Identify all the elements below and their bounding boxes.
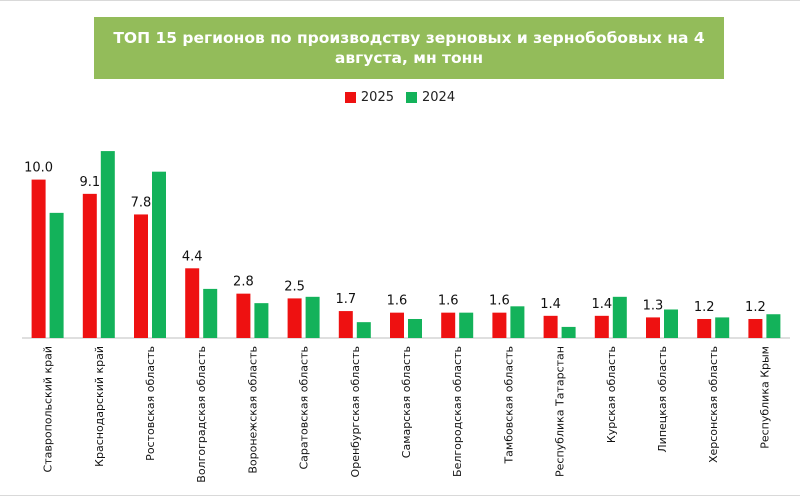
category-label-10: Республика Татарстан <box>554 346 567 477</box>
data-label-2025-10: 1.4 <box>540 297 561 312</box>
bar-2025-3 <box>185 268 200 338</box>
legend-label-2025: 2025 <box>360 90 394 105</box>
category-label-11: Курская область <box>605 346 618 443</box>
bar-2024-4 <box>254 303 269 338</box>
chart-legend: 2025 2024 <box>0 90 800 105</box>
category-label-12: Липецкая область <box>656 346 669 453</box>
bar-2025-4 <box>236 293 251 338</box>
data-label-2025-7: 1.6 <box>387 294 408 309</box>
data-label-2025-13: 1.2 <box>694 300 715 315</box>
bar-2025-14 <box>748 318 763 338</box>
category-label-4: Воронежская область <box>246 346 259 474</box>
bar-2025-8 <box>441 312 456 338</box>
bar-2025-11 <box>594 315 609 338</box>
category-label-2: Ростовская область <box>144 346 157 461</box>
data-label-2025-1: 9.1 <box>79 175 100 190</box>
bar-2024-13 <box>715 317 730 338</box>
bar-2024-12 <box>664 309 678 338</box>
data-label-2025-2: 7.8 <box>131 195 152 210</box>
category-label-13: Херсонская область <box>707 346 720 463</box>
data-label-2025-9: 1.6 <box>489 294 510 309</box>
category-label-6: Оренбургская область <box>349 346 362 477</box>
data-label-2025-3: 4.4 <box>182 249 203 264</box>
data-label-2025-6: 1.7 <box>335 292 356 307</box>
chart-title-text: ТОП 15 регионов по производству зерновых… <box>113 29 705 67</box>
bar-2025-9 <box>492 312 507 338</box>
bar-2024-5 <box>305 296 320 338</box>
bar-2025-0 <box>31 179 46 338</box>
category-label-14: Республика Крым <box>758 346 771 449</box>
bar-2025-1 <box>82 193 97 338</box>
bar-2025-10 <box>543 315 558 338</box>
legend-swatch-2025 <box>344 92 356 103</box>
bar-2025-12 <box>646 317 660 338</box>
bar-2024-11 <box>612 296 627 338</box>
data-label-2025-12: 1.3 <box>643 298 664 313</box>
legend-label-2024: 2024 <box>422 90 456 105</box>
data-label-2025-14: 1.2 <box>745 300 766 315</box>
bar-2024-0 <box>49 212 64 338</box>
category-label-1: Краснодарский край <box>93 346 106 467</box>
category-label-0: Ставропольский край <box>42 346 55 472</box>
category-label-5: Саратовская область <box>298 346 311 470</box>
legend-item-2025: 2025 <box>344 90 394 105</box>
data-label-2025-5: 2.5 <box>284 279 305 294</box>
bar-2024-2 <box>152 171 166 338</box>
legend-swatch-2024 <box>406 92 417 103</box>
bar-2024-7 <box>408 318 422 338</box>
bar-2024-8 <box>459 312 474 338</box>
bar-2024-3 <box>203 288 218 338</box>
data-label-2025-4: 2.8 <box>233 275 254 290</box>
bar-2024-1 <box>100 151 115 338</box>
legend-item-2024: 2024 <box>406 90 455 105</box>
data-label-2025-8: 1.6 <box>438 294 459 309</box>
data-label-2025-11: 1.4 <box>591 297 612 312</box>
bar-2024-10 <box>561 326 576 338</box>
bar-2024-9 <box>510 306 525 338</box>
category-label-9: Тамбовская область <box>502 346 515 465</box>
bar-2025-13 <box>697 318 712 338</box>
category-label-7: Самарская область <box>400 346 413 458</box>
bar-2025-5 <box>287 298 302 338</box>
category-label-8: Белгородская область <box>451 346 464 477</box>
data-label-2025-0: 10.0 <box>24 161 53 176</box>
bar-2025-2 <box>134 214 148 338</box>
bar-2025-7 <box>390 312 404 338</box>
bar-2024-6 <box>356 322 371 338</box>
bar-2025-6 <box>338 311 353 338</box>
bar-2024-14 <box>766 314 781 338</box>
category-label-3: Волгоградская область <box>195 346 208 483</box>
chart-title: ТОП 15 регионов по производству зерновых… <box>94 17 724 79</box>
